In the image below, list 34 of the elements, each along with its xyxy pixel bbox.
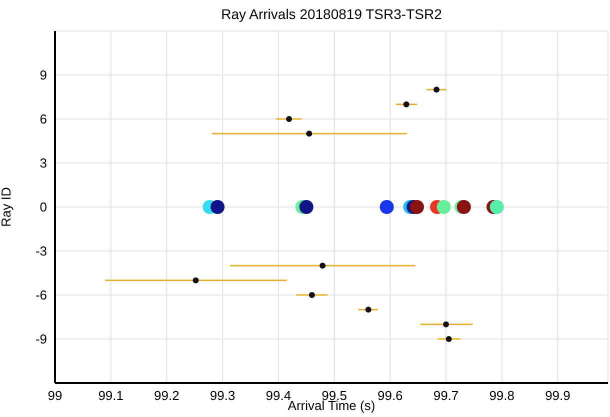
point: [434, 86, 440, 93]
point: [443, 321, 450, 328]
chart-title: Ray Arrivals 20180819 TSR3-TSR2: [220, 6, 443, 22]
x-tick-label: 99.4: [266, 388, 292, 404]
point: [286, 116, 292, 122]
x-tick-label: 99.3: [210, 388, 236, 404]
x-tick-label: 99.1: [98, 388, 124, 404]
point: [380, 200, 394, 214]
point: [192, 277, 199, 284]
y-tick-label: -6: [35, 288, 47, 303]
point: [403, 101, 410, 108]
point: [436, 200, 451, 214]
x-tick-label: 99.6: [377, 388, 403, 404]
y-tick-label: -3: [35, 244, 47, 259]
x-tick-label: 99.7: [433, 388, 459, 404]
y-tick-label: 9: [40, 68, 47, 83]
point: [446, 336, 452, 342]
y-axis-title: Ray ID: [0, 187, 14, 227]
y-tick-label: -9: [35, 332, 47, 347]
x-tick-label: 99.2: [154, 388, 180, 404]
x-tick-label: 99.8: [489, 388, 515, 404]
y-tick-label: 6: [40, 112, 47, 127]
point: [410, 200, 424, 214]
point: [490, 200, 504, 214]
point: [308, 292, 315, 298]
y-tick-label: 3: [40, 156, 47, 171]
x-tick-label: 99: [48, 388, 62, 404]
point: [365, 306, 372, 313]
x-tick-label: 99.9: [545, 388, 570, 404]
point: [320, 262, 326, 269]
point: [299, 200, 314, 214]
y-tick-label: 0: [40, 200, 47, 215]
point: [306, 130, 312, 137]
point: [210, 200, 225, 214]
